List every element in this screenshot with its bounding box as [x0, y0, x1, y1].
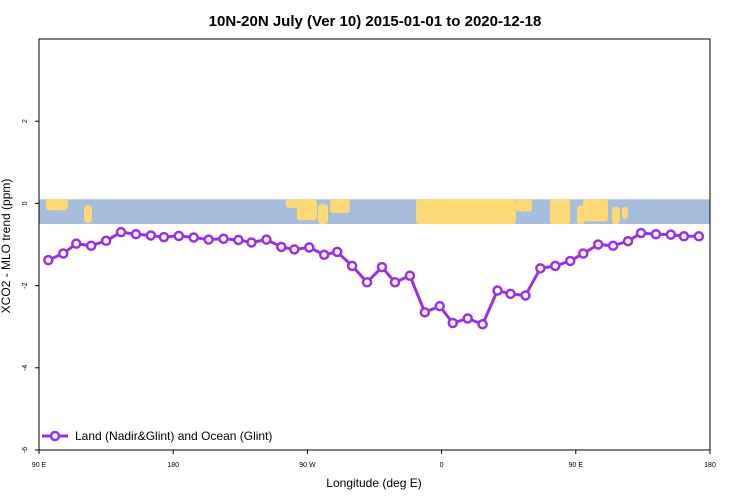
chart-title: 10N-20N July (Ver 10) 2015-01-01 to 2020… — [209, 13, 542, 30]
legend-entry-label: Land (Nadir&Glint) and Ocean (Glint) — [75, 429, 272, 443]
data-point — [43, 254, 54, 266]
data-point — [188, 232, 199, 243]
data-point — [578, 248, 589, 259]
data-point — [650, 228, 662, 240]
land-shape — [516, 199, 532, 212]
data-point — [520, 290, 531, 301]
series-group — [43, 226, 705, 330]
data-point — [233, 234, 244, 246]
data-point — [203, 234, 214, 245]
x-axis: 90 E 180 90 W 0 90 E 180 — [32, 450, 716, 469]
data-point — [622, 235, 634, 247]
land-shape — [622, 206, 628, 220]
data-point — [331, 246, 343, 258]
y-tick-label: -2 — [22, 282, 29, 288]
data-point — [404, 270, 416, 281]
data-point — [389, 277, 401, 288]
data-point — [447, 317, 459, 329]
data-point — [564, 255, 576, 267]
y-tick-label: -4 — [22, 365, 29, 371]
data-point — [85, 240, 97, 251]
land-shape — [330, 199, 350, 213]
data-point — [678, 231, 690, 242]
data-point — [261, 234, 272, 245]
land-shape — [550, 199, 570, 224]
data-point — [635, 227, 647, 239]
data-point — [462, 313, 473, 324]
data-point — [289, 244, 300, 255]
ocean-band — [39, 199, 710, 224]
y-axis: -6 -4 -2 0 2 — [22, 119, 39, 453]
land-shape — [286, 199, 298, 208]
land-shape — [46, 199, 68, 211]
x-tick-label: 180 — [167, 462, 179, 469]
x-tick-label: 0 — [440, 462, 444, 469]
data-point — [218, 233, 229, 244]
y-tick-label: 0 — [22, 201, 29, 205]
data-point — [492, 285, 503, 296]
legend-marker — [49, 430, 61, 442]
data-point — [57, 248, 69, 259]
land-shape — [297, 199, 317, 221]
data-point — [318, 249, 330, 261]
data-point — [246, 237, 257, 248]
data-point — [477, 318, 488, 330]
data-point — [505, 288, 516, 300]
data-point — [550, 260, 561, 272]
data-point — [145, 230, 157, 241]
data-point — [115, 226, 127, 238]
y-tick-label: 2 — [22, 119, 29, 123]
land-ocean-band — [39, 199, 710, 224]
data-point — [158, 231, 170, 243]
series-line — [47, 230, 699, 326]
data-point — [419, 307, 431, 318]
data-point — [665, 229, 677, 240]
legend: Land (Nadir&Glint) and Ocean (Glint) — [42, 429, 272, 443]
data-point — [376, 261, 388, 273]
y-axis-label: XCO2 - MLO trend (ppm) — [0, 179, 13, 314]
data-point — [361, 277, 373, 288]
data-point — [346, 260, 358, 272]
data-point — [100, 235, 112, 247]
x-tick-label: 180 — [704, 462, 716, 469]
x-tick-label: 90 E — [569, 462, 584, 469]
land-shape — [318, 204, 328, 224]
plot-frame — [38, 38, 711, 451]
x-tick-label: 90 E — [32, 462, 47, 469]
data-point — [276, 241, 287, 253]
land-shape — [416, 199, 516, 224]
data-point — [173, 230, 185, 242]
data-point — [535, 263, 546, 274]
y-tick-label: -6 — [22, 447, 29, 453]
land-shape — [612, 206, 620, 224]
x-axis-label: Longitude (deg E) — [326, 476, 421, 490]
data-point — [592, 239, 604, 250]
data-point — [130, 228, 142, 240]
data-point — [693, 231, 705, 242]
x-tick-label: 90 W — [299, 462, 316, 469]
land-shape — [583, 199, 608, 222]
data-point — [304, 242, 315, 253]
data-point — [607, 240, 619, 251]
data-point — [71, 238, 82, 249]
data-point — [434, 300, 445, 312]
land-shape — [84, 205, 92, 223]
